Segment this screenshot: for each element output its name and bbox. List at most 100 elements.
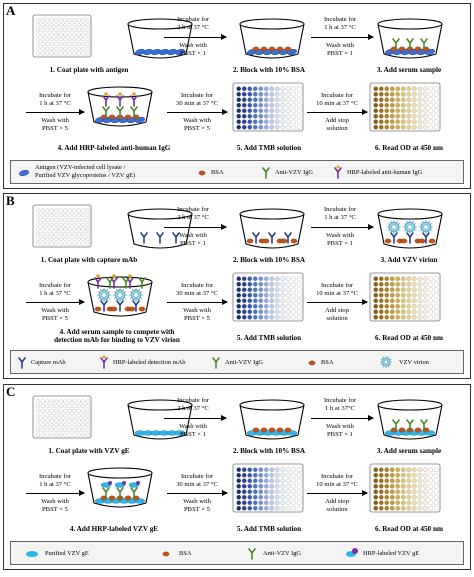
plate-well	[67, 227, 72, 232]
plate-well	[58, 217, 63, 222]
plate-well	[241, 505, 247, 511]
plate-well	[263, 108, 269, 114]
plate-well	[411, 505, 417, 511]
plate-well	[417, 309, 423, 315]
plate-well	[40, 232, 45, 237]
plate-well	[241, 478, 247, 484]
virion-spike	[419, 229, 422, 231]
plate-well	[236, 281, 242, 287]
virion-spike	[387, 229, 390, 231]
bsa-mark	[198, 170, 206, 176]
plate-well	[291, 91, 297, 97]
plate-well	[384, 102, 390, 108]
plate-well	[285, 113, 291, 119]
bsa-mark	[138, 306, 146, 312]
plate-well	[54, 427, 59, 432]
plate-well	[285, 86, 291, 92]
bsa-mark	[384, 238, 392, 244]
plate-well	[296, 287, 302, 293]
bsa-mark	[290, 238, 298, 244]
plate-well	[49, 423, 54, 428]
plate-well	[263, 113, 269, 119]
panel-letter: A	[6, 3, 16, 18]
plate-well	[406, 108, 412, 114]
plate-well	[67, 32, 72, 37]
plate-well	[72, 399, 77, 404]
plate-well	[247, 303, 253, 309]
plate-well	[422, 505, 428, 511]
arrow-5-top: Incubate for 10 min at 37 °C	[316, 282, 358, 297]
plate-well	[263, 97, 269, 103]
plate-well	[76, 32, 81, 37]
plate-well	[54, 27, 59, 32]
arrow-3-top: Incubate for 1 h at 37 °C	[38, 282, 72, 297]
plate-well	[389, 309, 395, 315]
plate-well	[274, 314, 280, 320]
plate-well	[58, 423, 63, 428]
step-4-label: 4. Add HRP-labeled anti-human IgG	[57, 144, 171, 152]
virion-spike	[106, 288, 108, 291]
plate-well	[400, 472, 406, 478]
plate-well	[422, 309, 428, 315]
plate-well	[49, 51, 54, 56]
plate-well	[384, 309, 390, 315]
plate-well	[428, 119, 434, 125]
plate-well	[411, 102, 417, 108]
plate-well	[417, 124, 423, 130]
step-4-label: 4. Add serum sample to compete with dete…	[54, 328, 180, 344]
plate-well	[258, 124, 264, 130]
plate-well	[236, 119, 242, 125]
plate-well	[384, 505, 390, 511]
plate-well	[81, 227, 86, 232]
plate-well	[428, 314, 434, 320]
antibody-mark	[100, 357, 108, 369]
plate-well	[45, 427, 50, 432]
plate-well	[389, 478, 395, 484]
plate-well	[296, 505, 302, 511]
plate-well	[76, 241, 81, 246]
plate-well	[274, 292, 280, 298]
plate-well	[241, 292, 247, 298]
plate-well	[67, 399, 72, 404]
plate-well	[428, 494, 434, 500]
plate-well	[285, 124, 291, 130]
arrow-3-top: Incubate for 1 h at 37 °C	[38, 473, 72, 488]
plate-well	[269, 494, 275, 500]
plate-well	[417, 303, 423, 309]
plate-well	[269, 276, 275, 282]
antibody-mark	[406, 419, 414, 431]
plate-well	[378, 472, 384, 478]
plate-well	[389, 298, 395, 304]
plate-well	[247, 102, 253, 108]
plate-well	[406, 500, 412, 506]
well-rim	[377, 18, 443, 30]
plate-well	[258, 113, 264, 119]
plate-well	[291, 303, 297, 309]
plate-well	[373, 467, 379, 473]
plate-well	[241, 276, 247, 282]
anti-vzv-igg-icon	[248, 548, 256, 560]
plate-well	[280, 281, 286, 287]
plate-well	[269, 500, 275, 506]
plate-well	[247, 287, 253, 293]
plate-well	[406, 483, 412, 489]
plate-well	[263, 478, 269, 484]
plate-well	[58, 241, 63, 246]
plate-well	[258, 505, 264, 511]
plate-well	[384, 494, 390, 500]
plate-well	[252, 86, 258, 92]
plate-well	[395, 276, 401, 282]
plate-well	[45, 241, 50, 246]
antibody-mark	[116, 106, 124, 118]
antibody-mark	[110, 277, 118, 289]
antibody-mark	[212, 357, 220, 369]
virion-spike	[430, 229, 433, 231]
plate-well	[36, 418, 41, 423]
plate-well	[45, 423, 50, 428]
plate-well	[291, 113, 297, 119]
virion-spike	[396, 220, 398, 223]
plate-well	[241, 287, 247, 293]
plate-well	[36, 23, 41, 28]
step-6-label: 6. Read OD at 450 nm	[375, 334, 443, 342]
plate-well	[384, 472, 390, 478]
